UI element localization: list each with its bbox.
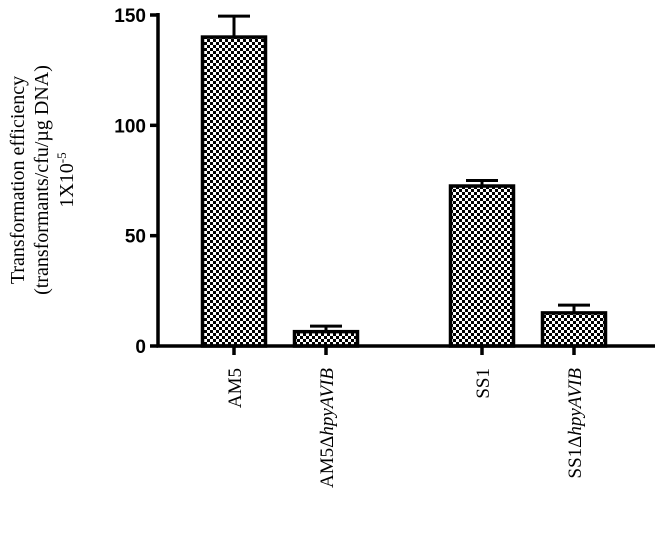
y-axis-label-line-2: (transformants/cfu/µg DNA): [31, 65, 53, 295]
bar-1: [200, 35, 268, 348]
x-tick-label-4: SS1ΔhpyAVIB: [565, 368, 586, 479]
bar-3: [448, 184, 516, 348]
x-tick-label-1: AM5: [225, 368, 246, 408]
y-axis-label-unit: 1X10-5: [54, 152, 78, 207]
y-tick-label-0: 0: [135, 337, 146, 358]
bar-2: [292, 329, 360, 348]
x-tick-label-3: SS1: [473, 368, 494, 399]
x-tick-label-2: AM5ΔhpyAVIB: [317, 368, 338, 488]
plot-area: 0 50 100 150 AM5 AM5ΔhpyAVIB SS1 SS1ΔhpyAVIB: [114, 6, 655, 488]
y-tick-label-150: 150: [114, 6, 146, 27]
y-tick-label-100: 100: [114, 116, 146, 137]
y-axis-label: Transformation efficiency (transformants…: [7, 65, 78, 295]
bar-4: [540, 311, 608, 348]
y-axis-label-line-1: Transformation efficiency: [7, 76, 29, 284]
y-tick-label-50: 50: [125, 227, 146, 248]
